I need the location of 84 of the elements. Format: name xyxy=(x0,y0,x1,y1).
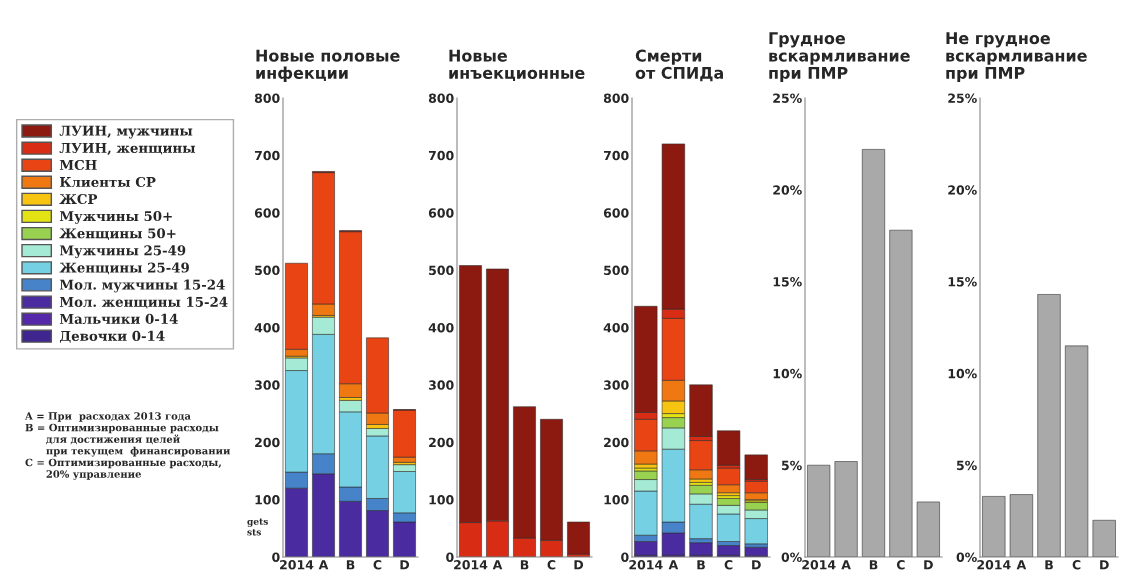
y-tick-label: 800 xyxy=(603,93,629,103)
y-tick-label: 0 xyxy=(446,552,454,562)
y-tick-label: 500 xyxy=(255,265,280,276)
legend-label: ЛУИН, мужчины xyxy=(59,125,193,139)
x-tick-label: C xyxy=(1072,560,1081,570)
x-tick-label: A xyxy=(318,560,329,570)
x-tick-label: 2014 xyxy=(280,560,314,570)
y-tick-label: 800 xyxy=(428,93,454,103)
legend-label: Клиенты СР xyxy=(59,176,156,188)
y-tick-label: 200 xyxy=(604,437,629,448)
y-tick-label: 15% xyxy=(948,277,977,287)
y-tick-label: 10% xyxy=(948,368,977,379)
y-tick-label: 500 xyxy=(604,265,629,276)
x-tick-label: B xyxy=(869,560,878,570)
y-tick-label: 700 xyxy=(428,150,454,161)
legend-label: Женщины 50+ xyxy=(59,228,176,240)
y-tick-label: 700 xyxy=(254,150,280,161)
x-tick-label: 2014 xyxy=(454,560,488,570)
y-tick-label: 500 xyxy=(429,265,454,276)
y-tick-label: 400 xyxy=(428,322,454,333)
y-tick-label: 25% xyxy=(948,93,977,103)
x-tick-label: A xyxy=(841,560,851,570)
y-tick-label: 15% xyxy=(773,277,802,287)
legend-label: Женщины 25-49 xyxy=(59,262,189,275)
y-tick-label: 600 xyxy=(603,208,629,218)
legend-label: МСН xyxy=(59,159,97,170)
chart-title: Не грудное вскармливание при ПМР xyxy=(946,32,1087,82)
legend-label: Мужчины 25-49 xyxy=(59,245,186,259)
legend-label: Мол. мужчины 15-24 xyxy=(59,279,225,293)
legend-label: Мальчики 0-14 xyxy=(59,313,178,324)
legend-label: Мужчины 50+ xyxy=(59,211,172,224)
y-tick-label: 200 xyxy=(429,437,454,448)
x-tick-label: A xyxy=(492,560,503,570)
y-tick-label: 10% xyxy=(773,368,802,379)
x-tick-label: 2014 xyxy=(977,560,1011,570)
y-tick-label: 700 xyxy=(603,150,629,161)
x-tick-label: C xyxy=(547,560,556,570)
y-tick-label: 20% xyxy=(948,185,977,195)
legend-label: ЖСР xyxy=(59,193,98,205)
chart-title: Новые инъекционные xyxy=(449,49,585,81)
chart-title: Грудное вскармливание при ПМР xyxy=(769,32,910,82)
y-tick-label: 5% xyxy=(781,460,802,471)
chart-title: Новые половые инфекции xyxy=(256,49,400,82)
x-tick-label: A xyxy=(1016,560,1027,570)
y-tick-label: 600 xyxy=(254,208,280,218)
legend-label: Мол. женщины 15-24 xyxy=(59,296,228,309)
y-tick-label: 5% xyxy=(956,460,977,471)
x-tick-label: D xyxy=(1100,560,1109,570)
x-tick-label: 2014 xyxy=(629,560,663,570)
y-tick-label: 0% xyxy=(956,552,977,562)
text: gets sts xyxy=(247,518,268,536)
y-tick-label: 0% xyxy=(781,552,802,562)
chart-title: Смерти от СПИДа xyxy=(635,49,723,82)
x-tick-label: B xyxy=(1045,560,1053,570)
x-tick-label: D xyxy=(924,560,933,570)
y-tick-label: 300 xyxy=(428,380,454,390)
legend-label: ЛУИН, женщины xyxy=(59,143,196,155)
y-tick-label: 25% xyxy=(773,93,802,103)
x-tick-label: D xyxy=(574,560,584,570)
y-tick-label: 400 xyxy=(603,322,629,333)
y-tick-label: 800 xyxy=(254,93,280,103)
y-tick-label: 0 xyxy=(621,552,629,562)
x-tick-label: 2014 xyxy=(802,560,836,570)
x-tick-label: C xyxy=(724,560,733,570)
y-tick-label: 600 xyxy=(428,208,454,218)
x-tick-label: C xyxy=(896,560,905,570)
x-tick-label: D xyxy=(400,560,410,570)
legend-label: Девочки 0-14 xyxy=(59,330,165,343)
x-tick-label: A xyxy=(668,560,679,570)
text: A = При расходах 2013 года B = Оптимизированные расходы для достижения целей при текущем финансировании C = Оптимизированные расходы, 20% управление xyxy=(24,412,231,480)
x-tick-label: B xyxy=(520,560,529,570)
x-tick-label: B xyxy=(346,560,355,570)
y-tick-label: 0 xyxy=(272,552,280,562)
y-tick-label: 300 xyxy=(254,380,280,390)
x-tick-label: D xyxy=(752,560,761,570)
y-tick-label: 100 xyxy=(604,495,629,505)
y-tick-label: 200 xyxy=(255,437,280,448)
x-tick-label: C xyxy=(373,560,382,570)
y-tick-label: 100 xyxy=(255,495,280,505)
x-tick-label: B xyxy=(697,560,705,570)
y-tick-label: 20% xyxy=(773,185,802,195)
y-tick-label: 400 xyxy=(254,322,280,333)
y-tick-label: 100 xyxy=(429,495,454,505)
y-tick-label: 300 xyxy=(603,380,629,390)
